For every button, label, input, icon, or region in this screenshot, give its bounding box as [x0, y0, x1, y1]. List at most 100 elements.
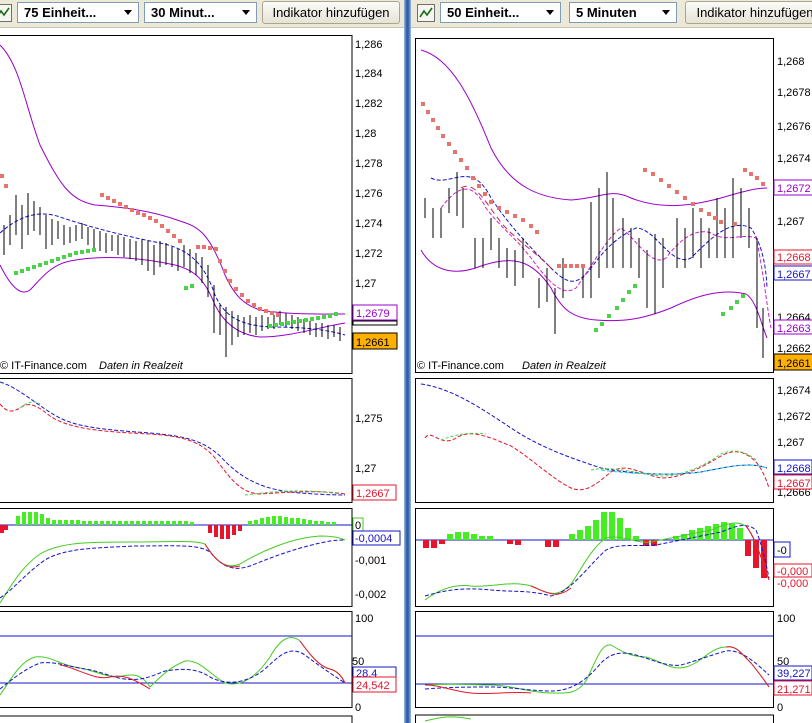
left-price-axis: 1,286 1,284 1,282 1,28 1,278 1,276 1,274… — [355, 39, 383, 290]
ma-slow-line — [420, 383, 768, 475]
axis-tick: 1,28 — [355, 128, 376, 140]
watermark-copyright: © IT-Finance.com — [0, 360, 87, 372]
price-tag-band-lower: 1,2663 — [777, 323, 811, 335]
macd-tag-a: -0,000 — [777, 566, 808, 578]
axis-tick: 1,2678 — [777, 87, 811, 99]
bollinger-lower — [420, 249, 768, 339]
bollinger-lower — [0, 257, 346, 338]
left-toolbar: 75 Einheit... 30 Minut... Indikator hinz… — [0, 0, 404, 28]
left-chart-pane: 75 Einheit... 30 Minut... Indikator hinz… — [0, 0, 404, 723]
left-interval-select-value: 30 Minut... — [151, 5, 215, 20]
price-tag-blue: 1,2667 — [777, 269, 811, 281]
left-ma-chart[interactable]: 1,275 1,27 1,2667 — [0, 378, 404, 504]
axis-tick: 1,268 — [777, 56, 805, 68]
ma-fast-line — [0, 403, 346, 495]
price-tag-band: 1,2679 — [356, 308, 390, 320]
macd-histogram-up — [16, 512, 336, 525]
pane-splitter[interactable] — [404, 0, 411, 723]
macd-line-red — [745, 525, 770, 581]
moving-average — [0, 213, 346, 336]
macd-line — [424, 522, 770, 601]
chart-type-icon[interactable] — [0, 4, 12, 22]
parabolic-sar-red — [0, 174, 280, 317]
left-watermark: © IT-Finance.com Daten in Realzeit — [0, 360, 184, 372]
left-price-tags: 1,2679 1,2661 — [352, 304, 398, 350]
axis-tick: 1,2672 — [777, 411, 811, 423]
right-ma-chart[interactable]: 1,2674 1,2672 1,267 1,2666 1,2668 1,2667 — [411, 378, 812, 504]
axis-tick: 100 — [777, 613, 795, 625]
ma-fast-line — [440, 188, 772, 329]
axis-tick: 1,27 — [355, 463, 376, 475]
axis-tick: 100 — [355, 613, 373, 625]
axis-tick: 1,267 — [777, 437, 805, 449]
right-price-axis: 1,268 1,2678 1,2676 1,2674 1,267 1,2664 … — [777, 56, 811, 355]
chart-type-icon[interactable] — [417, 4, 435, 22]
stoch-tag-bottom: 21,271 — [777, 684, 811, 696]
right-interval-select[interactable]: 5 Minuten — [569, 2, 677, 23]
macd-line-red — [530, 585, 572, 595]
stoch-d-line — [424, 650, 770, 692]
axis-tick: 1,286 — [355, 39, 383, 51]
price-bars — [424, 172, 764, 358]
left-add-indicator-button[interactable]: Indikator hinzufügen — [262, 1, 400, 24]
macd-line — [0, 535, 346, 604]
bollinger-upper — [420, 49, 768, 206]
stoch-d-line — [0, 650, 346, 690]
axis-tick: 1,282 — [355, 98, 383, 110]
macd-line-red — [204, 543, 241, 568]
dropdown-arrow-icon — [546, 10, 554, 15]
left-price-chart[interactable]: 1,286 1,284 1,282 1,28 1,278 1,276 1,274… — [0, 35, 404, 375]
price-tag-red: 1,2668 — [777, 252, 811, 264]
stoch-tag-top: 39,227 — [777, 668, 811, 680]
ma-cross-line — [590, 450, 757, 477]
left-interval-select[interactable]: 30 Minut... — [144, 2, 257, 23]
left-units-select[interactable]: 75 Einheit... — [17, 2, 139, 23]
axis-tick: 1,2674 — [777, 385, 811, 397]
parabolic-sar-green — [594, 284, 745, 332]
ma-tag-blue: 1,2668 — [777, 463, 811, 475]
axis-tick: 1,267 — [777, 216, 805, 228]
axis-tick: 1,274 — [355, 218, 383, 230]
macd-histogram-up — [447, 512, 743, 540]
macd-tag-line: -0,0004 — [355, 533, 392, 545]
axis-tick: 1,2676 — [777, 121, 811, 133]
axis-tick: 0 — [777, 702, 783, 714]
stoch-k-line-red — [725, 646, 770, 688]
axis-tick: 1,2674 — [777, 153, 811, 165]
price-tag-band-upper: 1,2672 — [777, 183, 811, 195]
right-price-chart[interactable]: 1,268 1,2678 1,2676 1,2674 1,267 1,2664 … — [411, 38, 812, 374]
price-bars — [3, 193, 341, 357]
dropdown-arrow-icon — [242, 10, 250, 15]
stoch-tag-bottom: 24,542 — [356, 680, 390, 692]
axis-tick: 50 — [777, 656, 789, 668]
right-stochastic-chart[interactable]: 100 50 0 39,227 21,271 — [411, 611, 812, 723]
watermark-copyright: © IT-Finance.com — [417, 360, 504, 372]
dropdown-arrow-icon — [124, 10, 132, 15]
left-macd-chart[interactable]: -0,001 -0,002 0 -0,0004 — [0, 508, 404, 608]
axis-tick: 1,284 — [355, 68, 383, 80]
parabolic-sar-green — [14, 248, 338, 328]
macd-histogram-down — [0, 525, 242, 539]
left-stochastic-chart[interactable]: 100 50 0 28,4 24,542 — [0, 611, 404, 723]
macd-tag-hist: -0 — [777, 545, 787, 557]
left-units-select-value: 75 Einheit... — [24, 5, 97, 20]
axis-tick: -0,001 — [355, 555, 386, 567]
right-interval-select-value: 5 Minuten — [576, 5, 637, 20]
axis-tick: 1,2666 — [777, 487, 811, 499]
ma-cross-line — [19, 401, 41, 409]
right-chart-pane: 50 Einheit... 5 Minuten Indikator hinzuf… — [411, 0, 812, 723]
macd-signal-line — [0, 539, 346, 599]
price-tag-last: 1,2661 — [356, 337, 390, 349]
macd-signal-line — [424, 525, 770, 597]
ma-tag: 1,2667 — [356, 488, 390, 500]
right-add-indicator-button[interactable]: Indikator hinzufügen — [685, 1, 812, 24]
axis-tick: 1,2662 — [777, 343, 811, 355]
ma-cross-line — [244, 490, 341, 496]
stoch-k-line-red — [424, 684, 532, 695]
macd-histogram-down — [423, 540, 767, 578]
right-macd-chart[interactable]: -0 -0,000 -0,000 — [411, 508, 812, 608]
right-units-select[interactable]: 50 Einheit... — [440, 2, 561, 23]
right-units-select-value: 50 Einheit... — [447, 5, 520, 20]
parabolic-sar-red — [421, 102, 765, 268]
axis-tick: 1,276 — [355, 188, 383, 200]
